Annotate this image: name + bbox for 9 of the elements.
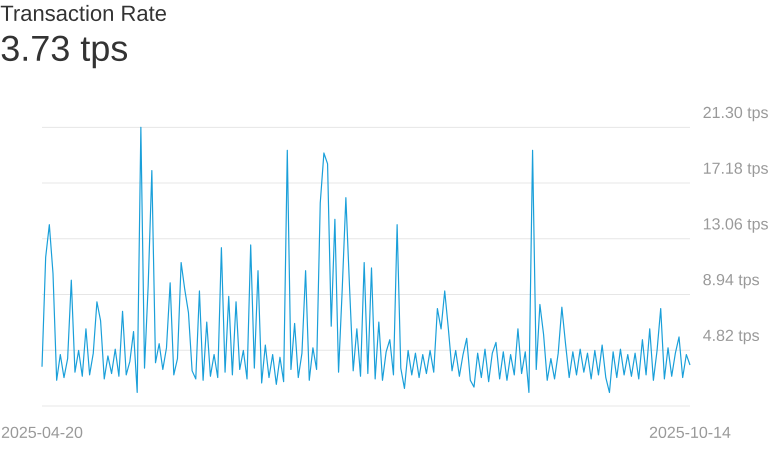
y-tick-label: 21.30 tps [704, 106, 768, 122]
x-tick-label: 2025-04-20 [2, 426, 82, 438]
chart-subtitle: 3.73 tps [2, 36, 128, 68]
y-tick-label: 8.94 tps [703, 274, 760, 288]
y-tick-label: 13.06 tps [704, 218, 768, 233]
x-tick-label: 2025-10-14 [650, 426, 730, 438]
y-tick-label: 17.18 tps [704, 162, 768, 178]
y-tick-label: 4.82 tps [703, 330, 760, 344]
chart-title: Transaction Rate [0, 4, 166, 22]
